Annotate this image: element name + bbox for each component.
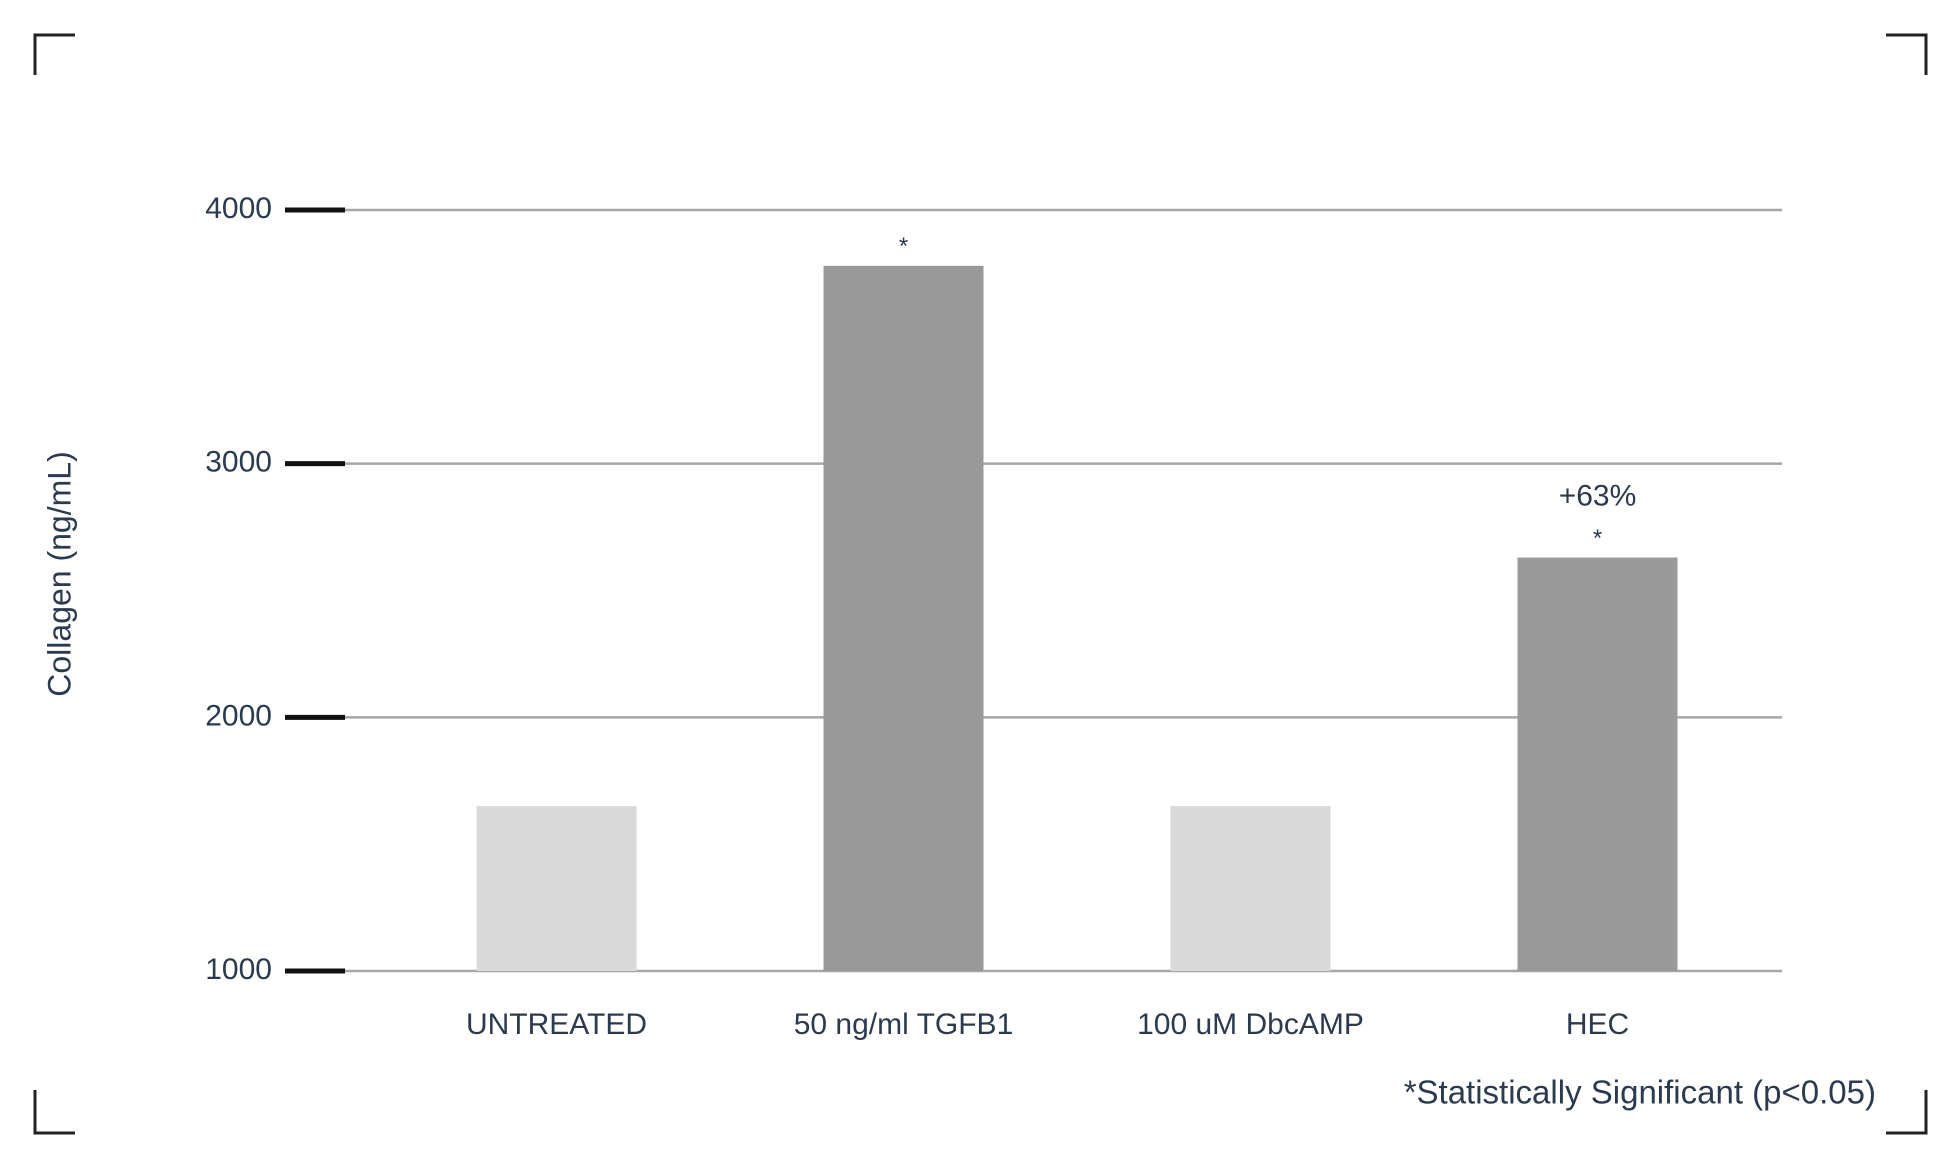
- footnote: *Statistically Significant (p<0.05): [1404, 1074, 1876, 1111]
- corner: [33, 33, 75, 75]
- x-tick-label: UNTREATED: [466, 1008, 647, 1041]
- annotation: +63%: [1559, 479, 1637, 512]
- y-tick-label: 4000: [205, 192, 272, 225]
- y-tick-label: 1000: [205, 953, 272, 986]
- bar: [1517, 557, 1678, 971]
- x-tick-label: 50 ng/ml TGFB1: [794, 1008, 1014, 1041]
- corner: [1886, 1090, 1928, 1135]
- y-tick-label: 2000: [205, 699, 272, 732]
- corner: [33, 1090, 75, 1135]
- y-tick-label: 3000: [205, 446, 272, 479]
- bar: [476, 806, 637, 971]
- x-tick-label: 100 uM DbcAMP: [1137, 1008, 1364, 1041]
- corner: [1886, 33, 1928, 75]
- annotation: *: [1593, 525, 1602, 552]
- x-tick-label: HEC: [1566, 1008, 1629, 1041]
- y-axis-label: Collagen (ng/mL): [41, 451, 77, 696]
- bar: [823, 265, 984, 972]
- bar: [1170, 806, 1331, 971]
- annotation: *: [899, 233, 908, 260]
